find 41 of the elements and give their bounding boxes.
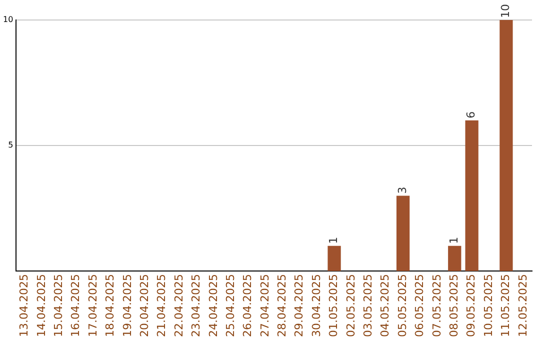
x-tick-label: 25.04.2025 [224, 274, 237, 338]
data-label: 10 [499, 4, 512, 18]
y-tick-label: 5 [8, 140, 14, 150]
x-tick-label: 15.04.2025 [52, 274, 66, 338]
x-tick-label: 03.05.2025 [362, 274, 375, 338]
x-tick-label: 09.05.2025 [464, 274, 478, 338]
x-tick-label: 10.05.2025 [482, 274, 495, 338]
x-tick-label: 07.05.2025 [430, 274, 444, 338]
x-tick-label: 20.04.2025 [138, 274, 151, 338]
x-tick-label: 26.04.2025 [241, 274, 254, 338]
data-label: 1 [327, 236, 340, 244]
x-tick-label: 05.05.2025 [396, 274, 409, 338]
x-tick-label: 06.05.2025 [413, 274, 426, 338]
bar [328, 246, 341, 272]
x-tick-label: 12.05.2025 [516, 274, 530, 338]
x-tick-label: 08.05.2025 [447, 274, 460, 338]
x-tick-label: 01.05.2025 [327, 274, 340, 338]
x-tick-label: 14.04.2025 [34, 274, 48, 338]
x-tick-label: 19.04.2025 [120, 274, 134, 338]
x-tick-label: 30.04.2025 [310, 274, 323, 338]
x-tick-label: 11.05.2025 [499, 274, 512, 338]
x-tick-label: 13.04.2025 [18, 274, 31, 338]
bar [465, 120, 478, 272]
x-tick-label: 29.04.2025 [292, 274, 306, 338]
data-label: 1 [447, 236, 460, 244]
x-tick-label: 02.05.2025 [344, 274, 358, 338]
x-tick-label: 16.04.2025 [69, 274, 82, 338]
data-label: 6 [464, 111, 478, 118]
bar [396, 196, 410, 272]
x-tick-label: 21.04.2025 [155, 274, 168, 338]
x-tick-label: 18.04.2025 [104, 274, 117, 338]
x-tick-label: 17.04.2025 [86, 274, 100, 338]
x-tick-label: 04.05.2025 [378, 274, 392, 338]
x-tick-label: 23.04.2025 [190, 274, 203, 338]
data-label: 3 [396, 186, 409, 194]
x-tick-label: 24.04.2025 [206, 274, 220, 338]
x-tick-label: 28.04.2025 [276, 274, 289, 338]
bar [448, 246, 462, 272]
x-tick-label: 22.04.2025 [172, 274, 186, 338]
bar [500, 20, 513, 272]
x-tick-label: 27.04.2025 [258, 274, 272, 338]
